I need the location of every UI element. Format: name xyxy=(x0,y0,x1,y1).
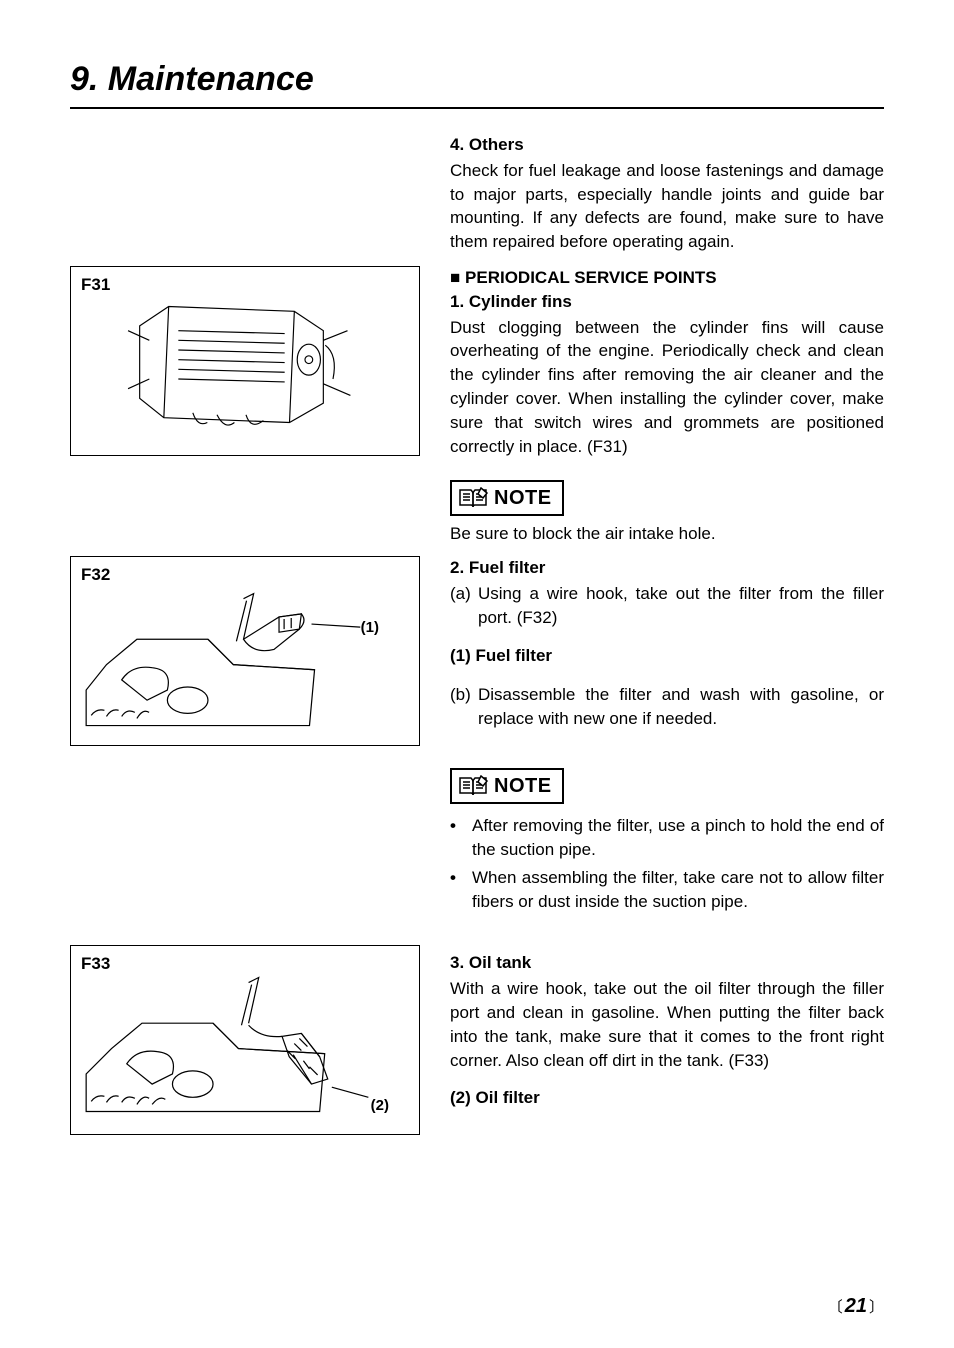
row-cylinder-fins: F31 ■ PERIODICAL SERVICE POINTS 1. Cylin… xyxy=(70,266,884,458)
text-others: 4. Others Check for fuel leakage and loo… xyxy=(450,133,884,254)
note-label-2: NOTE xyxy=(494,772,552,800)
oil-filter-illustration xyxy=(76,956,411,1131)
figure-f33: F33 (2) xyxy=(70,945,420,1135)
note-box-2: NOTE xyxy=(450,768,564,804)
page-number: 〔21〕 xyxy=(828,1295,884,1318)
periodic-heading-text: PERIODICAL SERVICE POINTS xyxy=(465,268,717,287)
page-bracket-left: 〔 xyxy=(828,1299,843,1316)
title-rule xyxy=(70,107,884,109)
oil-tank-title: 3. Oil tank xyxy=(450,951,884,975)
periodic-header: ■ PERIODICAL SERVICE POINTS xyxy=(450,266,884,290)
note2-bullets: • After removing the filter, use a pinch… xyxy=(450,814,884,913)
others-title: 4. Others xyxy=(450,133,884,157)
note1-paragraph: Be sure to block the air intake hole. xyxy=(450,522,884,546)
figure-col-f32: F32 (1) xyxy=(70,556,420,746)
text-cylinder-fins: ■ PERIODICAL SERVICE POINTS 1. Cylinder … xyxy=(450,266,884,458)
page-number-value: 21 xyxy=(845,1295,867,1317)
text-note1: NOTE Be sure to block the air intake hol… xyxy=(450,468,884,546)
bullet-text-0: After removing the filter, use a pinch t… xyxy=(472,814,884,862)
bullet-text-1: When assembling the filter, take care no… xyxy=(472,866,884,914)
oil-filter-callout: (2) Oil filter xyxy=(450,1086,884,1110)
others-paragraph: Check for fuel leakage and loose fasteni… xyxy=(450,159,884,254)
text-b: Disassemble the filter and wash with gas… xyxy=(478,683,884,731)
bullet-dot-icon: • xyxy=(450,814,472,838)
fuel-filter-a: (a) Using a wire hook, take out the filt… xyxy=(450,582,884,630)
bullet-dot-icon: • xyxy=(450,866,472,890)
row-fuel-filter: F32 (1) 2. Fuel filter (a) Using a wire … xyxy=(70,556,884,746)
bullet-row-0: • After removing the filter, use a pinch… xyxy=(450,814,884,862)
fuel-filter-illustration xyxy=(76,567,411,742)
text-note2: NOTE • After removing the filter, use a … xyxy=(450,756,884,917)
chapter-title: 9. Maintenance xyxy=(70,60,884,99)
figure-f32: F32 (1) xyxy=(70,556,420,746)
text-fuel-filter: 2. Fuel filter (a) Using a wire hook, ta… xyxy=(450,556,884,731)
oil-tank-paragraph: With a wire hook, take out the oil filte… xyxy=(450,977,884,1072)
row-others: 4. Others Check for fuel leakage and loo… xyxy=(70,133,884,254)
label-a: (a) xyxy=(450,582,478,606)
note-box-1: NOTE xyxy=(450,480,564,516)
figure-f31: F31 xyxy=(70,266,420,456)
row-oil-tank: F33 (2) 3. Oil tank With a wire hook, ta… xyxy=(70,945,884,1135)
fuel-filter-title: 2. Fuel filter xyxy=(450,556,884,580)
engine-cylinder-illustration xyxy=(101,282,391,447)
notebook-icon xyxy=(458,487,488,509)
figure-col-f33: F33 (2) xyxy=(70,945,420,1135)
cylinder-fins-title: 1. Cylinder fins xyxy=(450,290,884,314)
row-note1: NOTE Be sure to block the air intake hol… xyxy=(70,468,884,546)
row-note2: NOTE • After removing the filter, use a … xyxy=(70,756,884,917)
notebook-icon xyxy=(458,775,488,797)
bullet-row-1: • When assembling the filter, take care … xyxy=(450,866,884,914)
cylinder-fins-paragraph: Dust clogging between the cylinder fins … xyxy=(450,316,884,459)
text-oil-tank: 3. Oil tank With a wire hook, take out t… xyxy=(450,945,884,1112)
black-square-icon: ■ xyxy=(450,268,460,287)
label-b: (b) xyxy=(450,683,478,707)
fuel-filter-b: (b) Disassemble the filter and wash with… xyxy=(450,683,884,731)
page-bracket-right: 〕 xyxy=(869,1299,884,1316)
text-a: Using a wire hook, take out the filter f… xyxy=(478,582,884,630)
note-label-1: NOTE xyxy=(494,484,552,512)
fuel-filter-callout: (1) Fuel filter xyxy=(450,644,884,668)
figure-col-f31: F31 xyxy=(70,266,420,456)
